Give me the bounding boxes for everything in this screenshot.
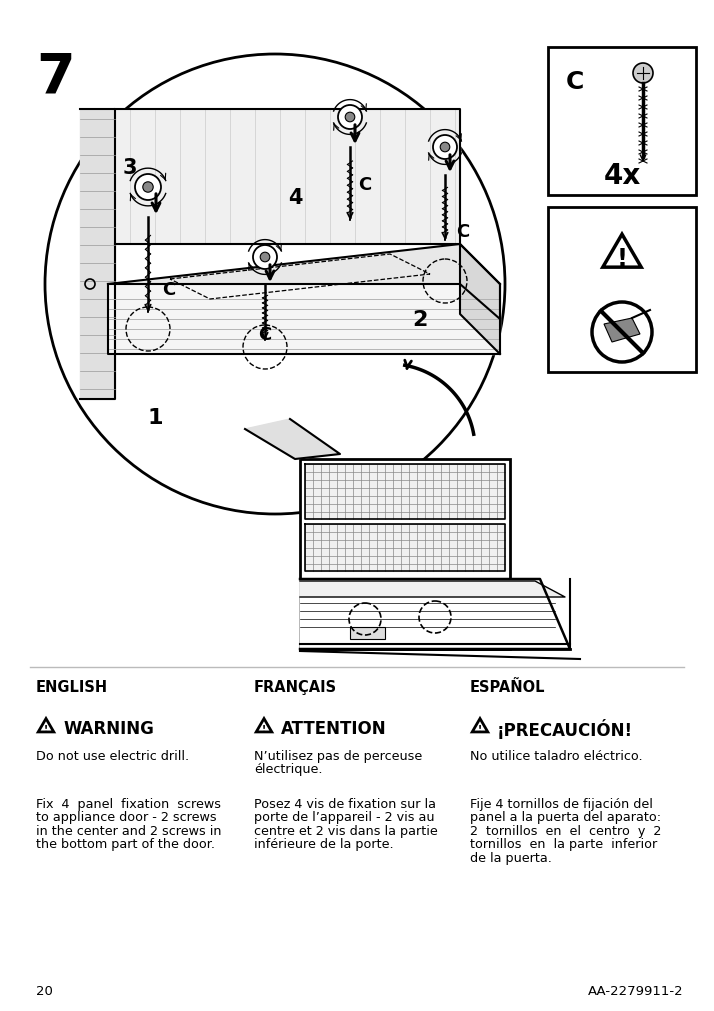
Text: !: ! [478,724,482,733]
Text: WARNING: WARNING [63,719,154,737]
Circle shape [143,183,154,193]
Text: 1: 1 [147,407,163,428]
Text: C: C [358,176,371,194]
Polygon shape [604,318,640,343]
Polygon shape [108,285,500,355]
Polygon shape [115,110,460,245]
Text: Fix  4  panel  fixation  screws: Fix 4 panel fixation screws [36,798,221,810]
Text: ESPAÑOL: ESPAÑOL [470,679,545,695]
Text: 20: 20 [36,984,53,997]
Circle shape [592,302,652,363]
Text: centre et 2 vis dans la partie: centre et 2 vis dans la partie [254,824,438,837]
Circle shape [433,135,457,160]
Text: Fije 4 tornillos de fijación del: Fije 4 tornillos de fijación del [470,798,653,810]
Polygon shape [108,245,500,319]
Bar [548,48,696,196]
Circle shape [633,64,653,84]
Text: tornillos  en  la parte  inferior: tornillos en la parte inferior [470,838,658,850]
Text: ENGLISH: ENGLISH [36,679,108,695]
Text: C: C [456,222,469,241]
Polygon shape [300,579,570,649]
Text: porte de l’appareil - 2 vis au: porte de l’appareil - 2 vis au [254,811,435,824]
Circle shape [338,106,362,129]
Text: ATTENTION: ATTENTION [281,719,386,737]
Text: inférieure de la porte.: inférieure de la porte. [254,838,393,850]
Text: C: C [258,326,271,344]
Text: C: C [162,281,175,298]
Text: 4x: 4x [603,162,640,190]
Polygon shape [300,581,565,598]
Circle shape [345,113,355,122]
Circle shape [441,144,450,153]
Text: !: ! [44,724,48,733]
Circle shape [253,246,277,270]
Polygon shape [80,110,115,399]
Polygon shape [305,464,505,520]
Text: N’utilisez pas de perceuse: N’utilisez pas de perceuse [254,749,422,762]
Text: the bottom part of the door.: the bottom part of the door. [36,838,215,850]
Text: panel a la puerta del aparato:: panel a la puerta del aparato: [470,811,661,824]
Text: 7: 7 [36,50,75,104]
Text: ¡PRECAUCIÓN!: ¡PRECAUCIÓN! [497,719,633,739]
Text: No utilice taladro eléctrico.: No utilice taladro eléctrico. [470,749,643,762]
Text: to appliance door - 2 screws: to appliance door - 2 screws [36,811,216,824]
Polygon shape [300,460,510,649]
Text: AA-2279911-2: AA-2279911-2 [588,984,684,997]
Text: !: ! [262,724,266,733]
Polygon shape [305,525,505,571]
Text: FRANÇAIS: FRANÇAIS [254,679,337,695]
Text: in the center and 2 screws in: in the center and 2 screws in [36,824,221,837]
Text: Do not use electric drill.: Do not use electric drill. [36,749,189,762]
Bar [548,208,696,373]
Text: 2  tornillos  en  el  centro  y  2: 2 tornillos en el centro y 2 [470,824,661,837]
Text: 2: 2 [412,309,428,330]
Text: de la puerta.: de la puerta. [470,851,552,864]
Text: Posez 4 vis de fixation sur la: Posez 4 vis de fixation sur la [254,798,436,810]
Text: 4: 4 [288,188,302,208]
Circle shape [135,175,161,201]
Text: 3: 3 [123,158,137,178]
Polygon shape [245,420,340,460]
Polygon shape [460,245,500,355]
Text: électrique.: électrique. [254,762,323,775]
Polygon shape [350,628,385,639]
Circle shape [260,253,270,263]
Text: C: C [566,70,584,94]
Text: !: ! [616,247,628,271]
